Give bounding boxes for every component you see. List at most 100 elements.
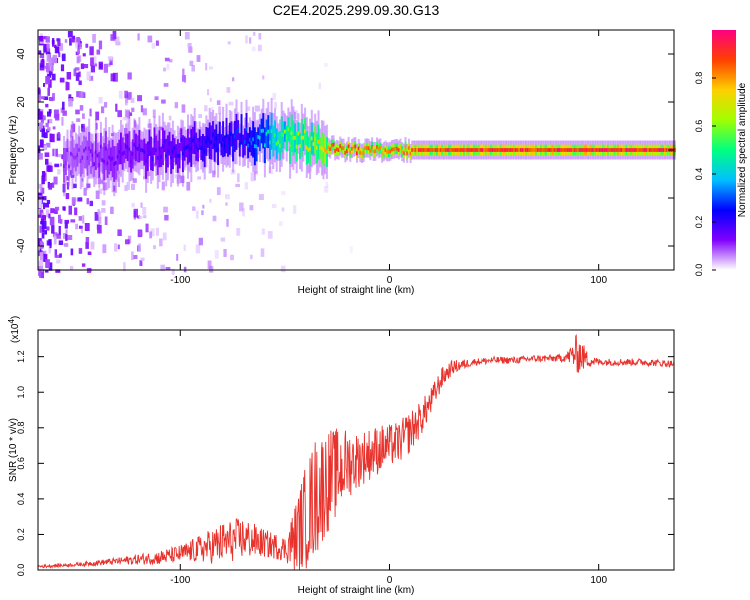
heatmap-cell bbox=[640, 148, 643, 152]
heatmap-cell bbox=[65, 81, 68, 91]
heatmap-cell bbox=[94, 212, 99, 221]
heatmap-cell bbox=[48, 58, 52, 67]
heatmap-cell bbox=[297, 131, 300, 136]
heatmap-cell bbox=[304, 129, 307, 134]
heatmap-cell bbox=[95, 190, 100, 199]
heatmap-cell bbox=[153, 245, 157, 250]
heatmap-cell bbox=[195, 210, 199, 219]
heatmap-cell bbox=[262, 75, 265, 80]
heatmap-cell bbox=[110, 34, 116, 41]
heatmap-cell bbox=[59, 253, 62, 258]
heatmap-cell bbox=[45, 36, 50, 43]
heatmap-cell bbox=[79, 159, 82, 163]
heatmap-cell bbox=[39, 184, 43, 193]
heatmap-cell bbox=[44, 269, 49, 273]
heatmap-cell bbox=[64, 161, 67, 165]
heatmap-cell bbox=[525, 148, 527, 152]
heatmap-cell bbox=[324, 63, 328, 67]
heatmap-cell bbox=[583, 148, 586, 152]
heatmap-cell bbox=[42, 145, 47, 150]
heatmap-cell bbox=[540, 148, 543, 152]
heatmap-cell bbox=[397, 148, 400, 152]
heatmap-cell bbox=[535, 148, 538, 152]
heatmap-cell bbox=[489, 148, 492, 152]
heatmap-cell bbox=[108, 63, 111, 67]
heatmap-cell bbox=[133, 208, 138, 218]
heatmap-cell bbox=[386, 149, 389, 154]
heatmap-cell bbox=[83, 148, 86, 153]
heatmap-cell bbox=[302, 135, 305, 140]
heatmap-cell bbox=[62, 101, 65, 110]
line-y-ticks: 0.0 0.2 0.4 0.6 0.8 1.0 1.2 bbox=[16, 350, 674, 576]
heatmap-cell bbox=[122, 117, 128, 121]
heatmap-cell bbox=[190, 146, 193, 150]
heatmap-cell bbox=[319, 146, 322, 150]
heatmap-cell bbox=[48, 239, 52, 246]
heatmap-cell bbox=[258, 135, 261, 140]
line-x-ticks: -100 0 100 bbox=[170, 330, 607, 586]
heatmap-cell bbox=[159, 126, 163, 131]
heatmap-cell bbox=[60, 107, 65, 113]
heatmap-cell bbox=[75, 109, 80, 115]
heatmap-cell bbox=[600, 148, 603, 152]
heatmap-cell bbox=[93, 56, 97, 61]
heatmap-cell bbox=[78, 248, 83, 254]
heatmap-cell bbox=[422, 148, 425, 152]
heatmap-cell bbox=[645, 148, 648, 152]
heatmap-cell bbox=[637, 148, 640, 152]
heatmap-cell bbox=[463, 148, 466, 152]
heatmap-cell bbox=[342, 146, 345, 150]
heatmap-cell bbox=[104, 216, 108, 225]
heatmap-cell bbox=[64, 222, 68, 229]
heatmap-cell bbox=[51, 73, 56, 81]
snr-panel: -100 0 100 0.0 0.2 0.4 0.6 0.8 1.0 1.2 Height of… bbox=[7, 316, 675, 596]
heatmap-cell bbox=[125, 239, 130, 245]
heatmap-cell bbox=[592, 148, 594, 152]
heatmap-cell bbox=[281, 207, 285, 212]
heatmap-cell bbox=[43, 202, 46, 210]
heatmap-cell bbox=[458, 148, 461, 152]
heatmap-cell bbox=[124, 90, 128, 99]
heatmap-cell bbox=[201, 210, 204, 216]
heatmap-cell bbox=[573, 148, 576, 152]
heatmap-cell bbox=[505, 148, 507, 152]
heatmap-cell bbox=[139, 230, 143, 237]
heatmap-cell bbox=[251, 46, 256, 52]
heatmap-cell bbox=[48, 109, 52, 114]
heatmap-cell bbox=[198, 114, 202, 119]
heatmap-cell bbox=[322, 148, 325, 152]
heatmap-cell bbox=[543, 148, 546, 152]
heatmap-cell bbox=[73, 38, 77, 43]
heatmap-cell bbox=[344, 150, 347, 155]
heatmap-cell bbox=[184, 75, 187, 83]
heatmap-cell bbox=[220, 142, 223, 147]
heatmap-cell bbox=[310, 136, 313, 141]
heatmap-cell bbox=[71, 153, 74, 157]
heatmap-cell bbox=[58, 214, 61, 224]
heatmap-cell bbox=[79, 105, 84, 111]
heatmap-cell bbox=[147, 35, 153, 43]
heatmap-cell bbox=[61, 154, 64, 159]
heatmap-cell bbox=[66, 148, 69, 152]
y-tick-label: 40 bbox=[16, 48, 27, 60]
heatmap-cell bbox=[40, 60, 45, 65]
heatmap-cell bbox=[431, 148, 434, 152]
heatmap-cell bbox=[528, 148, 531, 152]
heatmap-cell bbox=[191, 65, 195, 72]
heatmap-cell bbox=[155, 227, 159, 236]
heatmap-cell bbox=[168, 141, 171, 146]
heatmap-cell bbox=[665, 148, 668, 152]
heatmap-cell bbox=[150, 151, 153, 156]
heatmap-cell bbox=[181, 151, 184, 156]
heatmap-cell bbox=[56, 259, 61, 264]
heatmap-cell bbox=[43, 83, 46, 87]
heatmap-cell bbox=[184, 32, 190, 40]
heatmap-cell bbox=[269, 140, 271, 145]
heatmap-cell bbox=[289, 143, 292, 148]
heatmap-cell bbox=[80, 63, 84, 69]
heatmap-cell bbox=[628, 148, 631, 152]
heatmap-cell bbox=[213, 143, 216, 148]
heatmap-cell bbox=[46, 43, 50, 52]
heatmap-cell bbox=[47, 74, 51, 78]
heatmap-cell bbox=[426, 148, 429, 152]
